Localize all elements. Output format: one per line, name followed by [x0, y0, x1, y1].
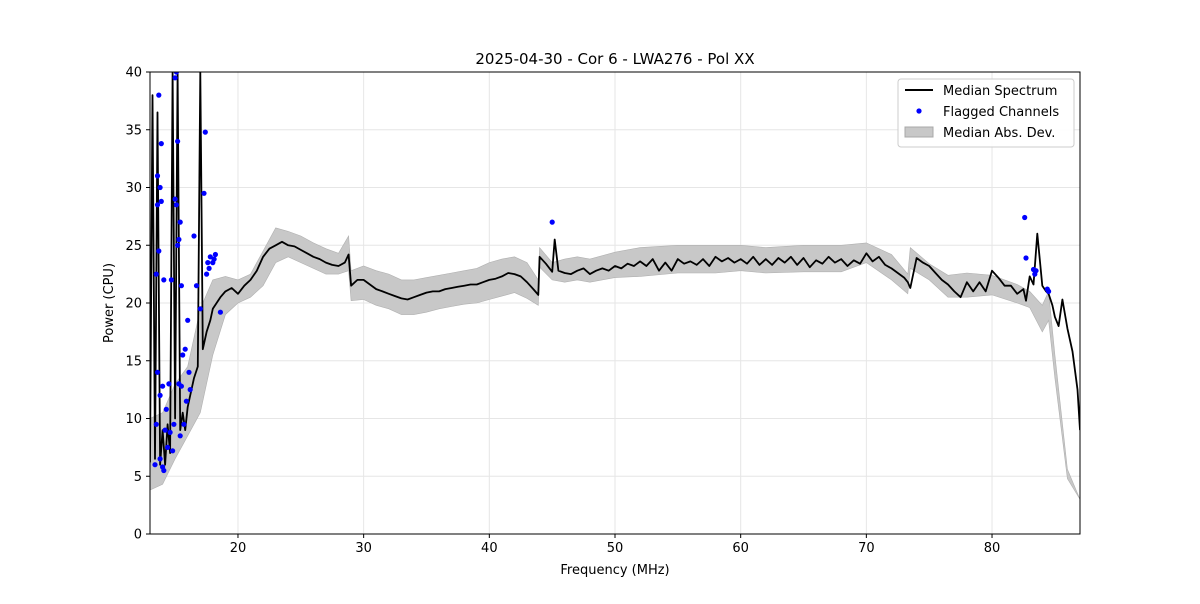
flagged-channel-point: [175, 242, 181, 248]
flagged-channel-point: [165, 444, 171, 450]
flagged-channel-point: [204, 271, 210, 277]
flagged-channel-point: [161, 277, 167, 283]
flagged-channel-point: [154, 369, 161, 375]
flagged-channel-point: [161, 467, 167, 474]
flagged-channel-point: [181, 421, 187, 427]
flagged-channel-point: [197, 306, 203, 312]
flagged-channel-point: [157, 392, 163, 398]
y-tick-label: 15: [125, 354, 142, 369]
flagged-channel-point: [205, 260, 211, 266]
flagged-channel-point: [177, 219, 183, 225]
flagged-channel-point: [177, 433, 183, 439]
x-tick-label: 70: [858, 541, 875, 556]
flagged-channel-point: [207, 254, 213, 260]
flagged-channel-point: [185, 317, 191, 323]
flagged-channel-point: [162, 427, 168, 433]
flagged-channel-point: [175, 138, 181, 144]
flagged-channel-point: [156, 248, 162, 254]
flagged-channel-point: [211, 256, 217, 262]
flagged-channel-point: [163, 406, 169, 412]
flagged-channel-point: [172, 75, 178, 81]
flagged-channel-point: [158, 141, 164, 147]
median-abs-dev-band: [150, 227, 1080, 500]
x-axis-label: Frequency (MHz): [560, 563, 669, 578]
flagged-channel-point: [173, 202, 179, 208]
flagged-channel-point: [170, 448, 176, 454]
legend-mad-label: Median Abs. Dev.: [943, 126, 1055, 141]
legend-box: [897, 78, 1075, 148]
flagged-channel-point: [180, 352, 186, 358]
y-tick-label: 35: [125, 123, 142, 138]
flagged-channel-point: [187, 387, 193, 393]
flagged-channel-point: [201, 190, 207, 196]
flagged-channel-point: [156, 92, 162, 98]
flagged-channel-point: [1046, 288, 1052, 294]
y-axis-label: Power (CPU): [102, 263, 117, 343]
flagged-channel-point: [172, 196, 178, 202]
y-tick-label: 40: [125, 66, 142, 81]
flagged-channel-point: [157, 456, 163, 462]
flagged-channel-point: [1022, 214, 1028, 221]
legend-mad-swatch: [904, 126, 934, 138]
y-tick-label: 30: [125, 181, 142, 196]
flagged-channel-point: [166, 381, 172, 387]
legend-flagged-label: Flagged Channels: [943, 105, 1059, 120]
flagged-channel-point: [154, 202, 161, 208]
y-tick-label: 10: [125, 412, 142, 427]
legend-median-label: Median Spectrum: [943, 84, 1057, 99]
x-tick-label: 80: [984, 541, 1001, 556]
flagged-channel-point: [171, 421, 177, 427]
x-tick-label: 60: [732, 541, 749, 556]
x-tick-label: 20: [230, 541, 247, 556]
y-tick-label: 25: [125, 239, 142, 254]
flagged-channel-point: [152, 462, 158, 468]
chart-title: 2025-04-30 - Cor 6 - LWA276 - Pol XX: [475, 50, 754, 68]
flagged-channel-point: [153, 421, 159, 427]
flagged-channel-point: [157, 184, 163, 191]
flagged-channel-point: [160, 383, 166, 389]
flagged-channel-point: [186, 369, 192, 375]
flagged-channel-point: [1023, 255, 1029, 261]
flagged-channel-point: [191, 233, 197, 239]
flagged-channel-point: [168, 277, 174, 283]
legend-flagged-swatch: [916, 108, 922, 114]
plot-data: [150, 72, 1080, 500]
flagged-channel-point: [153, 271, 159, 277]
flagged-channel-point: [178, 383, 184, 389]
flagged-channel-point: [212, 251, 218, 258]
flagged-channel-point: [154, 173, 161, 179]
flagged-channel-point: [158, 198, 164, 204]
x-tick-label: 40: [481, 541, 498, 556]
flagged-channel-point: [549, 219, 555, 225]
flagged-channel-point: [173, 72, 179, 75]
legend: Median Spectrum Flagged Channels Median …: [897, 78, 1075, 148]
flagged-channel-point: [206, 265, 212, 271]
x-tick-label: 50: [607, 541, 624, 556]
axis-ticks: 20 30 40 50 60 70 80 0 5 10 15 20 25 30 35 40: [125, 66, 1000, 557]
x-tick-label: 30: [355, 541, 372, 556]
y-tick-label: 20: [125, 297, 142, 312]
flagged-channel-point: [217, 309, 223, 315]
flagged-channel-point: [193, 283, 200, 289]
flagged-channel-point: [167, 429, 173, 435]
flagged-channel-point: [202, 129, 208, 135]
flagged-channel-point: [1033, 268, 1039, 274]
flagged-channel-point: [176, 236, 182, 243]
y-tick-label: 5: [134, 470, 142, 485]
flagged-channel-point: [178, 283, 184, 289]
flagged-channel-point: [183, 398, 189, 404]
flagged-channel-point: [182, 346, 188, 352]
y-tick-label: 0: [134, 528, 142, 543]
median-spectrum-line: [150, 72, 1080, 466]
